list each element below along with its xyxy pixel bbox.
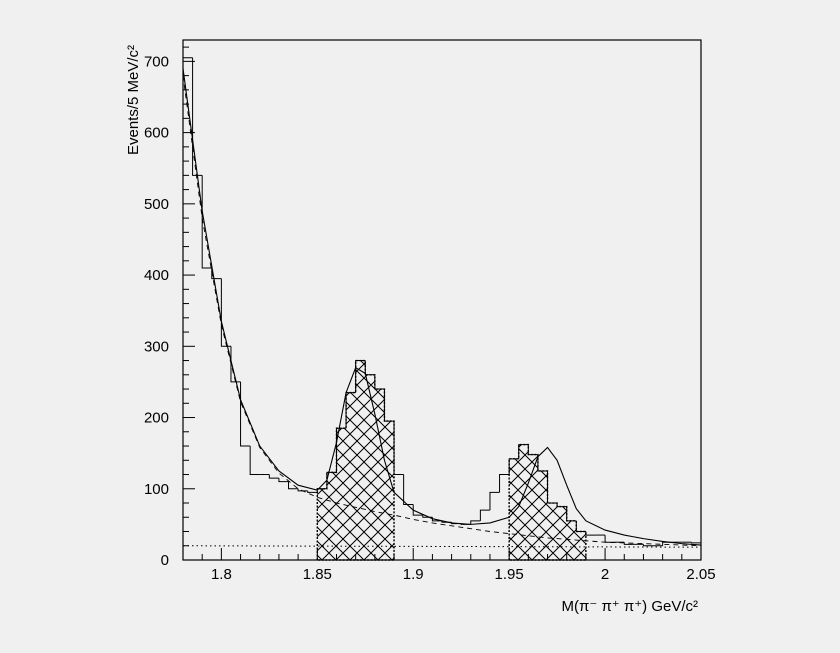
histogram-bar bbox=[499, 474, 510, 493]
histogram-bar bbox=[460, 523, 471, 525]
histogram-bar bbox=[288, 481, 299, 490]
histogram-bar bbox=[192, 57, 203, 176]
histogram-bar bbox=[470, 520, 481, 525]
background-fit-curve bbox=[182, 75, 702, 547]
histogram-bar bbox=[383, 389, 395, 422]
histogram-bar bbox=[422, 515, 433, 518]
histogram-bar bbox=[201, 175, 212, 269]
x-tick-label: 2 bbox=[601, 566, 609, 583]
y-tick-label: 300 bbox=[144, 338, 169, 355]
histogram-bar bbox=[249, 446, 260, 476]
histogram-bar bbox=[575, 520, 586, 533]
histogram-bar bbox=[268, 474, 279, 479]
histogram-bars bbox=[182, 57, 702, 560]
histogram-bar bbox=[441, 520, 452, 523]
histogram-bar bbox=[566, 506, 577, 522]
histogram-bar bbox=[307, 490, 318, 493]
histogram-bar bbox=[278, 478, 289, 483]
y-tick-label: 700 bbox=[144, 53, 169, 70]
histogram-bar bbox=[479, 509, 490, 521]
x-axis-label: M(π⁻ π⁺ π⁺) GeV/c² bbox=[562, 598, 698, 615]
histogram-bar bbox=[355, 360, 366, 393]
histogram-bar bbox=[585, 531, 596, 536]
histogram-bar bbox=[556, 503, 567, 508]
x-tick-label: 2.05 bbox=[686, 566, 715, 583]
flat-background-curve bbox=[182, 545, 702, 548]
histogram-bar bbox=[240, 381, 251, 447]
x-tick-label: 1.85 bbox=[303, 566, 332, 583]
histogram-bar bbox=[364, 360, 375, 376]
histogram-bar bbox=[412, 504, 423, 516]
histogram-bar bbox=[345, 392, 356, 429]
histogram-bar bbox=[374, 374, 385, 390]
histogram-bar bbox=[316, 488, 327, 493]
x-tick-label: 1.95 bbox=[495, 566, 524, 583]
histogram-bar bbox=[230, 346, 241, 383]
histogram-bar bbox=[220, 278, 231, 347]
histogram-bar bbox=[662, 541, 673, 546]
y-tick-label: 200 bbox=[144, 410, 169, 427]
x-tick-label: 1.8 bbox=[211, 566, 232, 583]
histogram-bar bbox=[431, 517, 442, 522]
hatched-signal-regions bbox=[316, 359, 587, 561]
histogram-bar bbox=[182, 57, 193, 560]
total-fit-curve bbox=[182, 68, 702, 546]
histogram-bar bbox=[393, 421, 404, 476]
histogram-bar bbox=[297, 488, 308, 492]
histogram-bar bbox=[335, 427, 347, 473]
y-axis-label: Events/5 MeV/c² bbox=[125, 45, 142, 155]
histogram-bar bbox=[508, 458, 519, 475]
histogram-bar bbox=[326, 471, 337, 489]
y-tick-label: 600 bbox=[144, 125, 169, 142]
y-tick-label: 500 bbox=[144, 196, 169, 213]
histogram-bar bbox=[642, 544, 654, 547]
histogram-bar bbox=[211, 267, 222, 280]
histogram-bar bbox=[518, 444, 529, 459]
histogram-bar bbox=[537, 454, 548, 472]
x-tick-label: 1.9 bbox=[403, 566, 424, 583]
y-tick-label: 0 bbox=[161, 552, 169, 569]
histogram-bar bbox=[403, 474, 414, 505]
histogram-bar bbox=[604, 535, 615, 543]
histogram-bar bbox=[489, 491, 500, 511]
histogram-bar bbox=[623, 542, 634, 545]
plot-frame bbox=[182, 39, 702, 561]
histogram-bar bbox=[547, 470, 558, 504]
y-tick-label: 100 bbox=[144, 481, 169, 498]
histogram-bar bbox=[451, 522, 462, 525]
histogram-bar bbox=[527, 444, 538, 456]
axes: 1.8 1.85 1.9 1.95 2 2.05 0 100 200 300 400 500 600 70… bbox=[144, 46, 716, 583]
fit-curves bbox=[182, 68, 702, 548]
y-tick-label: 400 bbox=[144, 267, 169, 284]
